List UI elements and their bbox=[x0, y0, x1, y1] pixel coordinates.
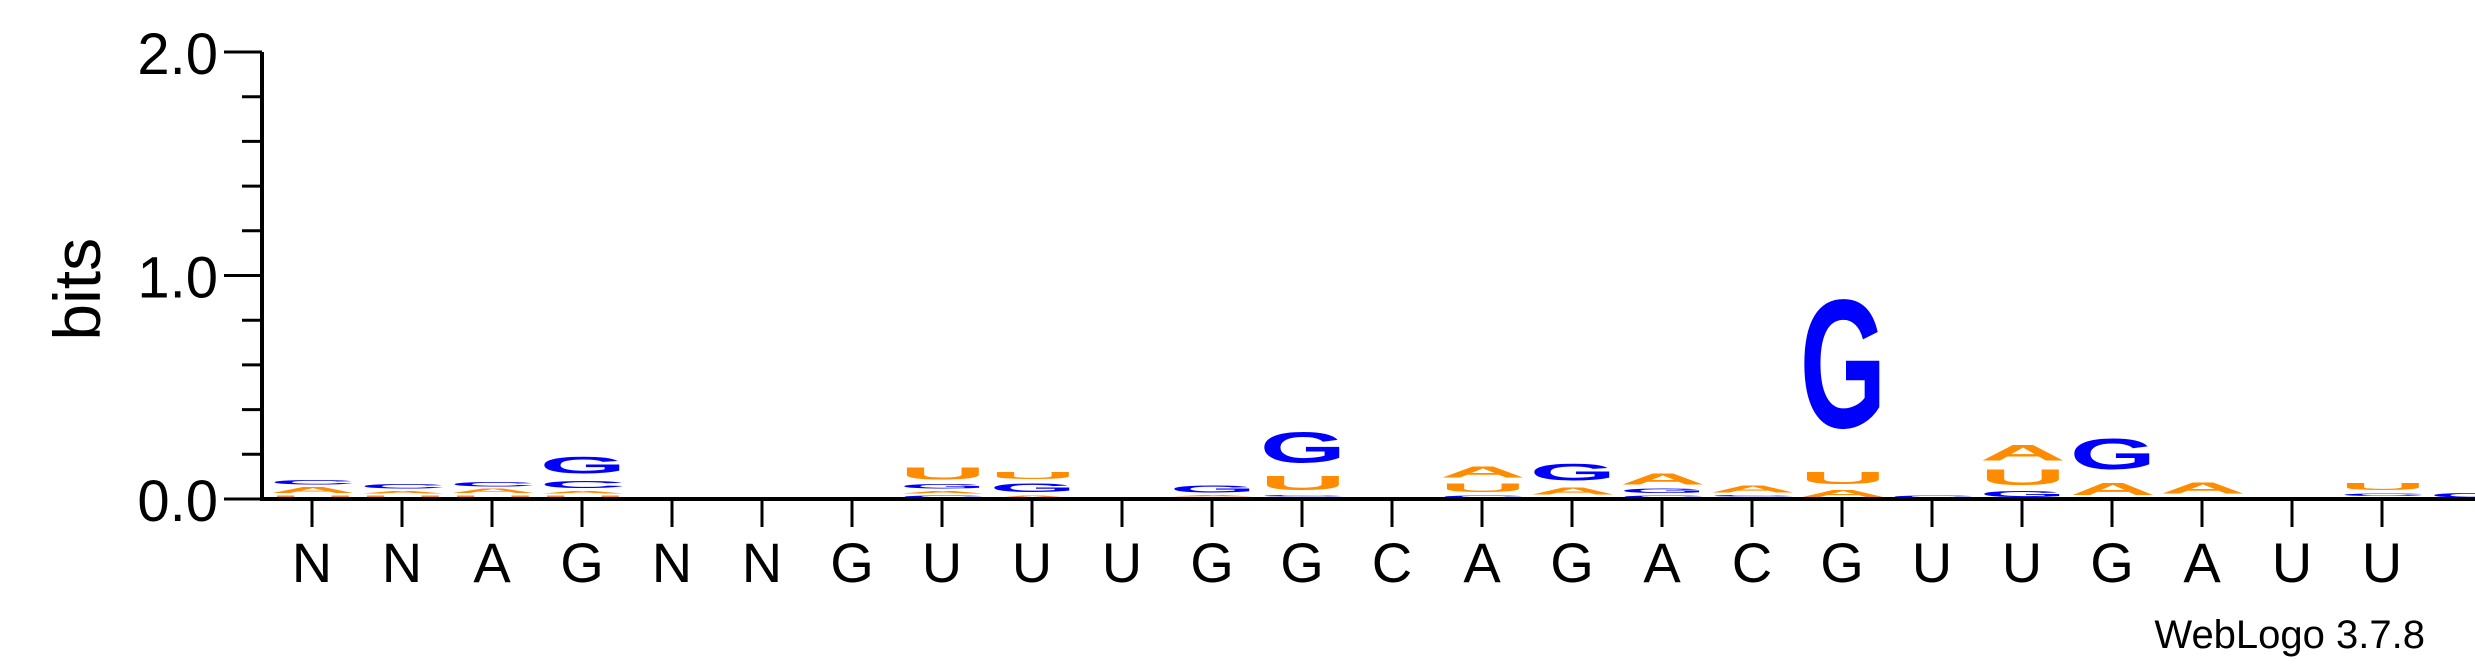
x-tick-label: U bbox=[1912, 531, 1952, 594]
logo-glyph-C: C bbox=[270, 479, 356, 486]
logo-glyph-G: G bbox=[1170, 483, 1256, 494]
logo-glyph-A: A bbox=[540, 490, 626, 494]
logo-glyph-G: G bbox=[1530, 459, 1616, 486]
logo-glyph-U: U bbox=[2340, 481, 2426, 492]
logo-glyph-G: G bbox=[540, 452, 626, 479]
x-tick-label: U bbox=[1012, 531, 1052, 594]
x-tick-label: C bbox=[1732, 531, 1772, 594]
logo-glyph-A: A bbox=[1980, 441, 2066, 466]
logo-glyph-U: U bbox=[900, 463, 986, 483]
x-tick-label: G bbox=[830, 531, 874, 594]
x-tick-label: G bbox=[1820, 531, 1864, 594]
x-tick-label: G bbox=[2090, 531, 2134, 594]
logo-glyph-G: G bbox=[990, 481, 1076, 494]
logo-glyph-G: G bbox=[2070, 430, 2156, 479]
logo-glyph-A: A bbox=[1710, 483, 1796, 494]
logo-glyph-C: C bbox=[450, 481, 536, 488]
logo-glyph-A: A bbox=[360, 490, 446, 494]
logo-glyph-U: U bbox=[1260, 472, 1346, 494]
x-tick-label: G bbox=[1550, 531, 1594, 594]
logo-glyph-U: U bbox=[1440, 481, 1526, 494]
logo-glyph-A: A bbox=[1170, 495, 1256, 497]
x-tick-label: G bbox=[1190, 531, 1234, 594]
logo-glyph-G: G bbox=[1260, 423, 1346, 472]
logo-glyph-C: C bbox=[360, 483, 446, 490]
weblogo-credit: WebLogo 3.7.8 bbox=[2154, 613, 2425, 657]
x-tick-label: A bbox=[2183, 531, 2221, 594]
logo-glyph-A: A bbox=[2070, 479, 2156, 499]
logo-glyph-A: A bbox=[2160, 479, 2246, 497]
x-tick-label: U bbox=[922, 531, 962, 594]
logo-glyph-U: U bbox=[1800, 468, 1886, 488]
x-tick-label: A bbox=[1463, 531, 1501, 594]
x-tick-label: N bbox=[292, 531, 332, 594]
x-tick-label: G bbox=[1280, 531, 1324, 594]
x-tick-label: N bbox=[652, 531, 692, 594]
x-tick-label: U bbox=[2362, 531, 2402, 594]
x-tick-label: C bbox=[1372, 531, 1412, 594]
logo-glyph-G: G bbox=[1620, 488, 1706, 495]
x-tick-label: U bbox=[1102, 531, 1142, 594]
x-tick-label: N bbox=[382, 531, 422, 594]
logo-glyph-A: A bbox=[270, 486, 356, 495]
logo-glyph-C: C bbox=[1710, 495, 1796, 497]
logo-glyph-A: A bbox=[1620, 470, 1706, 488]
logo-glyph-A: A bbox=[1530, 486, 1616, 497]
logo-glyph-G: G bbox=[1800, 263, 1886, 467]
x-tick-label: G bbox=[560, 531, 604, 594]
logo-glyph-U: U bbox=[990, 470, 1076, 481]
logo-glyph-C: C bbox=[1260, 495, 1346, 497]
logo-glyph-C: C bbox=[2340, 492, 2426, 496]
y-tick-label: 2.0 bbox=[137, 22, 218, 87]
y-tick-label: 1.0 bbox=[137, 246, 218, 311]
y-axis-label: bits bbox=[40, 238, 114, 341]
axis-layer: 0.01.02.0N N A G N N G U U U G G C A G A C G U U G A U U bbox=[137, 22, 2475, 594]
logo-glyph-U: U bbox=[1980, 466, 2066, 491]
x-tick-label: A bbox=[1643, 531, 1681, 594]
x-tick-label: A bbox=[473, 531, 511, 594]
logo-glyph-A: A bbox=[450, 488, 536, 495]
x-tick-label: U bbox=[2272, 531, 2312, 594]
logo-glyph-A: A bbox=[1440, 463, 1526, 481]
logo-glyph-C: C bbox=[540, 479, 626, 490]
x-tick-label: U bbox=[2002, 531, 2042, 594]
x-tick-label: N bbox=[742, 531, 782, 594]
y-tick-label: 0.0 bbox=[137, 469, 218, 534]
glyph-layer: UACUACUACUACGCCAGUAGUUAGACUGCCUACAGCGAUC… bbox=[270, 263, 2475, 499]
logo-glyph-G: G bbox=[900, 483, 986, 490]
logo-glyph-A: A bbox=[900, 490, 986, 494]
